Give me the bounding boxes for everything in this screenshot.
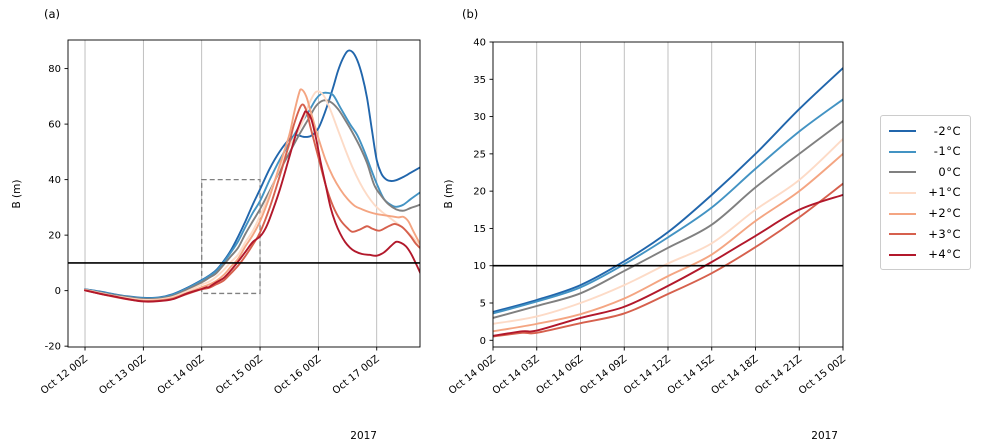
x-tick-label: Oct 14 00Z [156,354,207,397]
legend-label: -2°C [933,123,961,138]
y-tick-label: 0 [55,286,61,297]
legend-entry--2°C: -2°C [881,121,970,142]
series-line-+2°C [493,152,843,333]
legend-line-swatch [889,253,916,256]
panel-b-title: (b) [462,7,478,21]
legend-label: +3°C [928,226,961,241]
y-tick-label: 15 [473,224,486,235]
x-tick-label: Oct 14 03Z [491,354,542,397]
legend-line-swatch [889,130,916,133]
series-line-+1°C [493,137,843,325]
x-tick-label: Oct 15 00Z [797,354,848,397]
y-tick-label: 30 [473,112,486,123]
y-tick-label: -20 [45,342,61,353]
x-tick-label: Oct 14 21Z [753,354,804,397]
legend-entry--1°C: -1°C [881,142,970,163]
y-tick-label: 0 [480,336,486,347]
legend-label: -1°C [933,144,961,159]
legend-entry-0°C: 0°C [881,162,970,183]
panel-b-ylabel: B (m) [443,180,455,209]
panel-a-year-label: 2017 [350,430,377,442]
x-tick-label: Oct 15 00Z [214,354,265,397]
series-line-0°C [493,120,843,319]
y-tick-label: 40 [48,175,61,186]
x-tick-label: Oct 14 06Z [534,354,585,397]
y-tick-label: 5 [480,299,486,310]
y-tick-label: 10 [473,261,486,272]
panel-a-ylabel: B (m) [11,180,23,209]
legend-label: +1°C [928,185,961,200]
x-tick-label: Oct 14 12Z [622,354,673,397]
legend-entry-+3°C: +3°C [881,224,970,245]
series-line-+4°C [493,193,843,337]
legend-entry-+2°C: +2°C [881,203,970,224]
legend-line-swatch [889,192,916,195]
y-tick-label: 20 [473,187,486,198]
legend-label: 0°C [938,164,961,179]
legend-label: +2°C [928,205,961,220]
panel-a-title: (a) [44,7,60,21]
x-tick-label: Oct 14 18Z [709,354,760,397]
series-line--2°C [493,67,843,313]
series-group [493,67,843,338]
panel-b-year-label: 2017 [811,430,838,442]
y-tick-label: 60 [48,120,61,131]
x-tick-label: Oct 14 15Z [666,354,717,397]
legend-line-swatch [889,171,916,174]
series-line--1°C [493,98,843,315]
panel-a: Oct 12 00Z Oct 13 00Z Oct 14 00Z Oct 15 00Z… [39,39,421,397]
y-tick-label: 25 [473,149,486,160]
x-tick-label: Oct 17 00Z [331,354,382,397]
series-group [84,49,420,303]
series-line-+4°C [84,110,420,303]
x-tick-label: Oct 16 00Z [272,354,323,397]
x-tick-label: Oct 12 00Z [39,354,90,397]
axes-frame [67,39,421,348]
x-tick-label: Oct 13 00Z [97,354,148,397]
legend-entry-+1°C: +1°C [881,183,970,204]
y-tick-label: 20 [48,231,61,242]
legend-line-swatch [889,233,916,236]
y-tick-label: 40 [473,38,486,49]
legend-label: +4°C [928,247,961,262]
legend-line-swatch [889,212,916,215]
series-line-+3°C [493,182,843,338]
x-tick-label: Oct 14 00Z [447,354,498,397]
legend: -2°C -1°C 0°C +1°C +2°C +3°C +4°C [880,115,971,270]
legend-line-swatch [889,150,916,153]
series-line-0°C [84,99,420,301]
y-tick-label: 80 [48,64,61,75]
legend-entry-+4°C: +4°C [881,245,970,266]
y-tick-label: 35 [473,75,486,86]
x-tick-label: Oct 14 09Z [578,354,629,397]
